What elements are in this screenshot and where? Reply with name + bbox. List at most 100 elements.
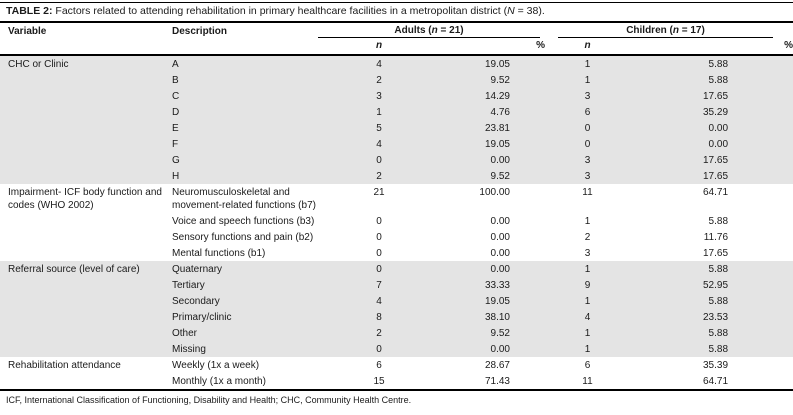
- header-row-groups: Variable Description Adults (n = 21) Chi…: [0, 23, 793, 38]
- cell-adults-pct: 19.05: [440, 293, 545, 309]
- cell-children-n: 3: [584, 248, 591, 259]
- cell-adults-pct: 19.05: [440, 55, 545, 72]
- cell-adults-n: 4: [318, 136, 440, 152]
- cell-description: D: [165, 104, 318, 120]
- cell-children-n: 6: [584, 360, 591, 371]
- cell-children-pct: 35.29: [630, 104, 793, 120]
- table-header: Variable Description Adults (n = 21) Chi…: [0, 23, 793, 55]
- cell-adults-pct: 28.67: [484, 360, 510, 371]
- table-row: Rehabilitation attendance Weekly (1x a we…: [0, 357, 793, 373]
- cell-variable: Rehabilitation attendance: [8, 360, 121, 371]
- cell-adults-pct: 9.52: [440, 325, 545, 341]
- cell-children-n: 1: [545, 293, 630, 309]
- cell-description: Weekly (1x a week): [172, 360, 260, 371]
- table-row: B 2 9.52 1 5.88: [0, 72, 793, 88]
- table-row: Impairment- ICF body function and codes …: [0, 184, 793, 213]
- cell-adults-n: 4: [318, 55, 440, 72]
- cell-children-n: 3: [545, 152, 630, 168]
- cell-adults-n: 7: [318, 277, 440, 293]
- cell-adults-pct: 0.00: [490, 248, 510, 259]
- cell-adults-pct: 9.52: [440, 72, 545, 88]
- table-title: TABLE 2: Factors related to attending re…: [0, 3, 793, 23]
- cell-adults-n: 8: [318, 309, 440, 325]
- cell-adults-pct: 23.81: [440, 120, 545, 136]
- cell-adults-n: 21: [373, 187, 385, 198]
- table-row: Mental functions (b1) 0 0.00 3 17.65: [0, 245, 793, 261]
- table-row: G 0 0.00 3 17.65: [0, 152, 793, 168]
- cell-description: Other: [165, 325, 318, 341]
- cell-children-pct: 64.71: [702, 376, 729, 387]
- data-table: Variable Description Adults (n = 21) Chi…: [0, 23, 793, 391]
- cell-children-n: 1: [545, 72, 630, 88]
- cell-children-n: 1: [545, 261, 630, 277]
- cell-adults-pct: 71.43: [484, 376, 510, 387]
- subheader-children-pct: %: [784, 40, 793, 51]
- table-row: C 3 14.29 3 17.65: [0, 88, 793, 104]
- cell-children-n: 2: [584, 232, 591, 243]
- table-row: Primary/clinic 8 38.10 4 23.53: [0, 309, 793, 325]
- table-row: E 5 23.81 0 0.00: [0, 120, 793, 136]
- cell-adults-n: 1: [318, 104, 440, 120]
- cell-adults-pct: 0.00: [440, 261, 545, 277]
- cell-variable: Referral source (level of care): [0, 261, 165, 357]
- cell-description: F: [165, 136, 318, 152]
- cell-adults-n: 3: [318, 88, 440, 104]
- cell-children-n: 11: [582, 187, 593, 198]
- cell-children-pct: 5.88: [630, 261, 793, 277]
- table-title-n-symbol: N: [507, 5, 515, 17]
- table-row: Sensory functions and pain (b2) 0 0.00 2 11.…: [0, 229, 793, 245]
- cell-adults-n: 0: [318, 261, 440, 277]
- cell-children-n: 1: [584, 216, 591, 227]
- cell-adults-n: 2: [318, 168, 440, 184]
- cell-children-pct: 5.88: [630, 325, 793, 341]
- children-group-label: Children (: [626, 25, 673, 36]
- cell-description: Voice and speech functions (b3): [172, 216, 315, 227]
- cell-adults-n: 0: [376, 232, 382, 243]
- cell-description: H: [165, 168, 318, 184]
- cell-adults-pct: 33.33: [440, 277, 545, 293]
- table-row: Secondary 4 19.05 1 5.88: [0, 293, 793, 309]
- cell-children-pct: 5.88: [630, 293, 793, 309]
- cell-children-pct: 5.88: [630, 72, 793, 88]
- cell-description: Primary/clinic: [165, 309, 318, 325]
- adults-group-count: = 21): [437, 25, 464, 36]
- cell-children-n: 11: [582, 376, 593, 387]
- cell-adults-pct: 0.00: [440, 152, 545, 168]
- cell-children-pct: 11.76: [703, 232, 729, 243]
- cell-children-pct: 5.88: [708, 216, 729, 227]
- cell-children-n: 4: [545, 309, 630, 325]
- subheader-adults-n: n: [375, 40, 383, 51]
- table-row: Voice and speech functions (b3) 0 0.00 1 5.8…: [0, 213, 793, 229]
- children-group-count: = 17): [678, 25, 705, 36]
- table-row: Missing 0 0.00 1 5.88: [0, 341, 793, 357]
- cell-children-n: 9: [545, 277, 630, 293]
- cell-children-n: 1: [545, 341, 630, 357]
- cell-variable: CHC or Clinic: [0, 55, 165, 184]
- cell-description: Quaternary: [165, 261, 318, 277]
- cell-children-pct: 0.00: [630, 136, 793, 152]
- table-title-text: Factors related to attending rehabilitat…: [52, 5, 508, 17]
- cell-children-n: 1: [545, 55, 630, 72]
- cell-children-pct: 17.65: [630, 168, 793, 184]
- table-footnote: ICF, International Classification of Fun…: [6, 395, 412, 405]
- cell-children-n: 1: [545, 325, 630, 341]
- cell-adults-n: 0: [376, 248, 382, 259]
- table-row: Monthly (1x a month) 15 71.43 11 64.71: [0, 373, 793, 390]
- cell-description: G: [165, 152, 318, 168]
- adults-group-label: Adults (: [394, 25, 432, 36]
- cell-children-pct: 5.88: [630, 55, 793, 72]
- cell-description: Monthly (1x a month): [172, 376, 266, 387]
- cell-children-pct: 17.65: [702, 248, 729, 259]
- cell-adults-pct: 14.29: [440, 88, 545, 104]
- cell-description: Tertiary: [165, 277, 318, 293]
- cell-children-n: 0: [545, 136, 630, 152]
- cell-description: E: [165, 120, 318, 136]
- table-row: CHC or Clinic A 4 19.05 1 5.88: [0, 55, 793, 184]
- cell-adults-n: 2: [318, 325, 440, 341]
- table-row: Other 2 9.52 1 5.88: [0, 325, 793, 341]
- cell-adults-pct: 0.00: [490, 216, 510, 227]
- subheader-adults-pct: %: [536, 40, 545, 51]
- cell-description: Missing: [165, 341, 318, 357]
- cell-adults-n: 0: [318, 152, 440, 168]
